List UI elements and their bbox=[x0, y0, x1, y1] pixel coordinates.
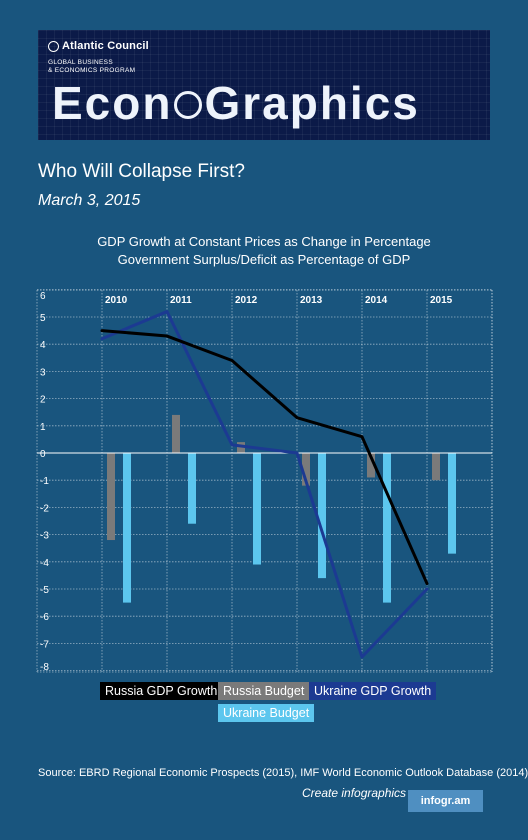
y-tick-label: 5 bbox=[40, 313, 46, 324]
y-tick-label: 0 bbox=[40, 449, 46, 460]
ukraine-budget-bar bbox=[123, 453, 131, 603]
y-tick-label: 2 bbox=[40, 395, 46, 406]
ukraine-gdp-line bbox=[100, 310, 429, 659]
ukraine-budget-bar bbox=[318, 453, 326, 579]
y-tick-label: -1 bbox=[40, 476, 49, 487]
y-tick-label: 4 bbox=[40, 340, 46, 351]
globe-icon bbox=[48, 40, 59, 52]
y-tick-label: 1 bbox=[40, 422, 46, 433]
brand-right: Graphics bbox=[204, 77, 420, 129]
econographics-banner: Atlantic Council GLOBAL BUSINESS & ECONO… bbox=[38, 30, 490, 140]
x-tick-label: 2015 bbox=[430, 295, 453, 306]
org-logo: Atlantic Council bbox=[48, 40, 149, 52]
x-tick-label: 2013 bbox=[300, 295, 323, 306]
y-tick-label: -6 bbox=[40, 612, 49, 623]
russia-budget-bar bbox=[107, 453, 115, 541]
legend-russia-budget: Russia Budget bbox=[218, 682, 310, 700]
russia-budget-bar bbox=[237, 442, 245, 453]
program-name: GLOBAL BUSINESS & ECONOMICS PROGRAM bbox=[48, 59, 136, 74]
y-tick-label: 3 bbox=[40, 367, 46, 378]
y-tick-label: -8 bbox=[40, 662, 49, 673]
ukraine-budget-bar bbox=[188, 453, 196, 524]
x-tick-label: 2012 bbox=[235, 295, 258, 306]
source-note: Source: EBRD Regional Economic Prospects… bbox=[38, 767, 528, 779]
y-tick-label: -3 bbox=[40, 531, 49, 542]
y-tick-label: -5 bbox=[40, 585, 49, 596]
brand-wordmark: Econ Graphics bbox=[52, 78, 420, 128]
x-tick-label: 2014 bbox=[365, 295, 388, 306]
create-infographics-link[interactable]: Create infographics bbox=[302, 786, 407, 800]
russia-budget-bar bbox=[367, 453, 375, 478]
org-name: Atlantic Council bbox=[62, 40, 149, 52]
x-tick-label: 2010 bbox=[105, 295, 128, 306]
russia-gdp-line bbox=[100, 329, 429, 586]
brand-left: Econ bbox=[52, 77, 173, 129]
y-tick-label: -7 bbox=[40, 639, 49, 650]
legend-ukraine-gdp: Ukraine GDP Growth bbox=[309, 682, 437, 700]
y-tick-label: -2 bbox=[40, 503, 49, 514]
y-tick-label: 6 bbox=[40, 291, 46, 302]
y-tick-label: -4 bbox=[40, 558, 49, 569]
ukraine-budget-bar bbox=[253, 453, 261, 565]
russia-budget-bar bbox=[432, 453, 440, 481]
ukraine-budget-bar bbox=[448, 453, 456, 554]
page-title: Who Will Collapse First? bbox=[38, 161, 245, 182]
russia-budget-bar bbox=[172, 414, 180, 453]
legend-ukraine-budget: Ukraine Budget bbox=[218, 704, 315, 722]
x-tick-label: 2011 bbox=[170, 295, 192, 306]
legend-russia-gdp: Russia GDP Growth bbox=[100, 682, 223, 700]
seal-icon bbox=[174, 91, 203, 119]
chart-title-line-2: Government Surplus/Deficit as Percentage… bbox=[117, 252, 411, 267]
page-date: March 3, 2015 bbox=[38, 192, 141, 209]
chart-title-line-1: GDP Growth at Constant Prices as Change … bbox=[97, 234, 431, 249]
chart-title: GDP Growth at Constant Prices as Change … bbox=[0, 233, 528, 269]
russia-budget-bar bbox=[302, 453, 310, 486]
ukraine-budget-bar bbox=[383, 453, 391, 603]
infogram-badge[interactable]: infogr.am bbox=[408, 790, 483, 812]
